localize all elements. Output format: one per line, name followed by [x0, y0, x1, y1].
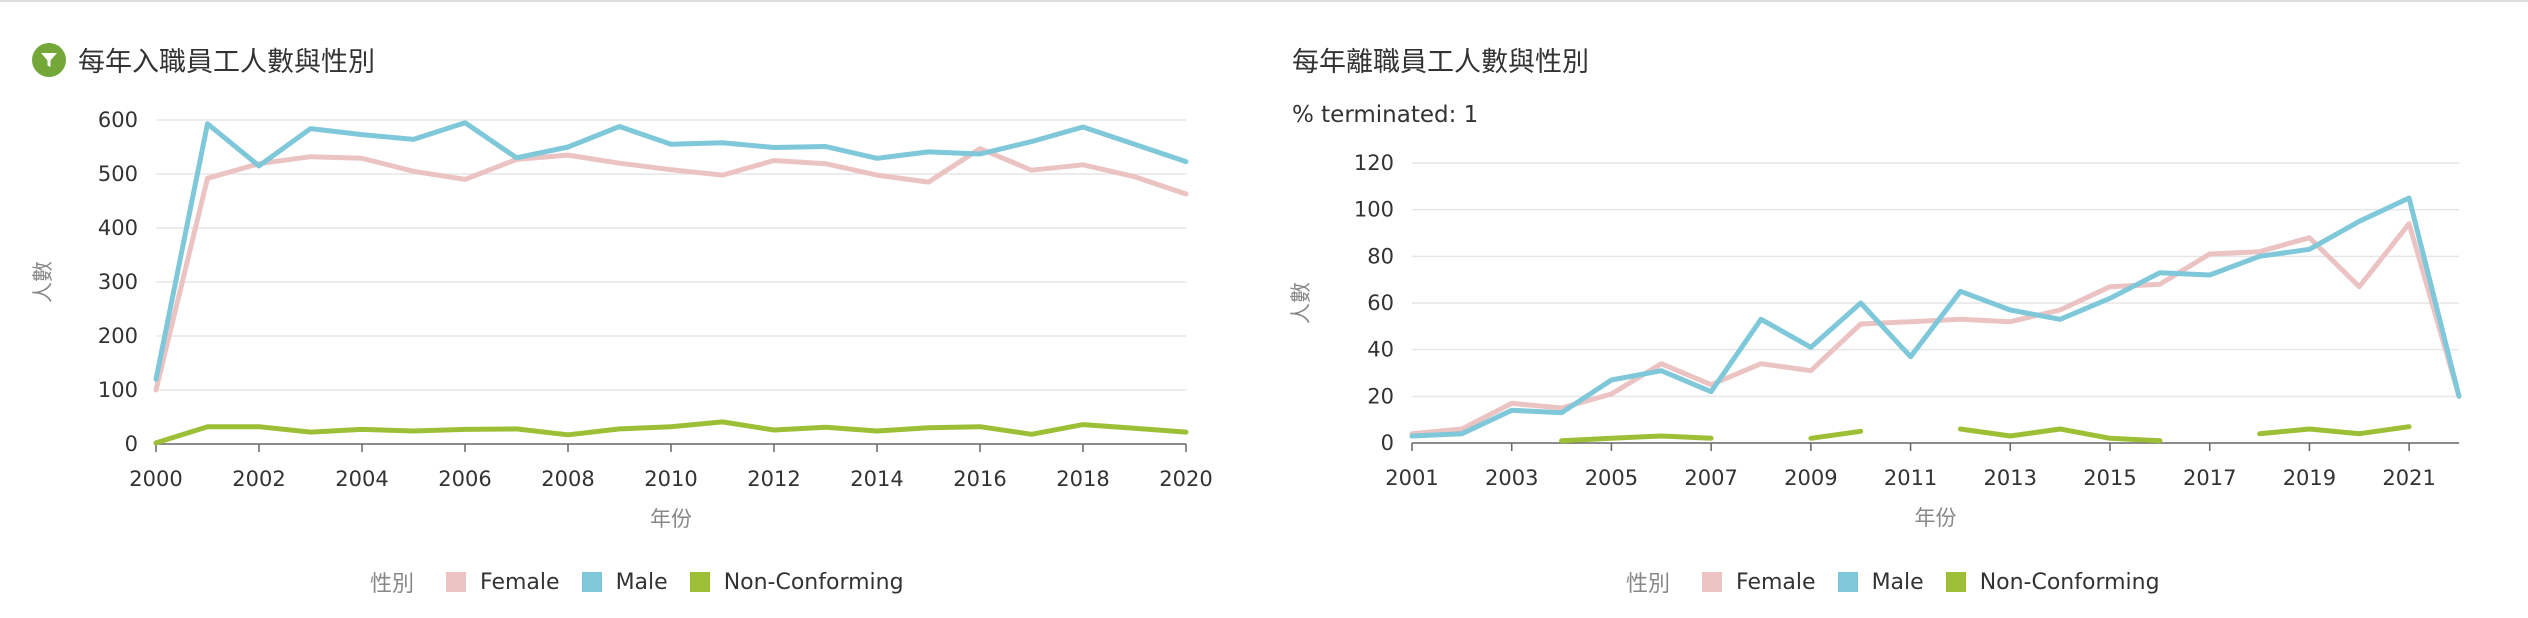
hires-x-tick-label: 2006: [438, 467, 491, 491]
terminations-line-chart: 0 20 40 60 80 100 120 2001 2003 2005 2007 2009 2011 2…: [1289, 151, 2462, 530]
legend-swatch-non-conforming: [689, 572, 710, 592]
hires-panel: 每年入職員工人數與性別 0 100 200 300 400 500 600 2000 2002 2…: [31, 40, 1213, 598]
hires-series-male-line: [153, 120, 1189, 382]
hires-title-row: 每年入職員工人數與性別: [32, 40, 375, 79]
terminations-y-tick-label: 120: [1354, 151, 1394, 175]
legend-item-male[interactable]: Male: [581, 569, 668, 595]
terminations-series-non-conforming-line: [1957, 426, 2163, 444]
filter-icon-glyph: [41, 52, 57, 67]
hires-series-non-conforming-line: [153, 419, 1189, 446]
terminations-x-tick-label: 2001: [1385, 466, 1438, 490]
terminations-x-tick-label: 2015: [2083, 466, 2136, 490]
terminations-x-tick-label: 2007: [1684, 466, 1737, 490]
hires-y-tick-label: 300: [98, 270, 138, 294]
hires-x-axis-title: 年份: [650, 507, 692, 531]
hires-x-tick-label: 2010: [644, 467, 697, 491]
legend-swatch-male: [1837, 572, 1858, 592]
terminations-y-tick-label: 100: [1354, 198, 1394, 222]
legend-item-female[interactable]: Female: [446, 570, 560, 595]
legend-swatch-female: [1702, 572, 1723, 592]
terminations-x-tick-label: 2021: [2382, 466, 2435, 490]
filter-icon[interactable]: [32, 42, 66, 77]
hires-y-tick-label: 400: [98, 216, 138, 240]
hires-x-tick-label: 2002: [232, 467, 285, 491]
hires-x-tick-label: 2012: [747, 467, 800, 491]
legend-item-female[interactable]: Female: [1702, 570, 1816, 595]
hires-x-tick-label: 2014: [850, 467, 903, 491]
terminations-y-axis-title: 人數: [1289, 282, 1313, 324]
terminations-series-non-conforming-line: [1808, 428, 1864, 441]
legend-swatch-male: [581, 572, 602, 592]
legend-item-non-conforming[interactable]: Non-Conforming: [1945, 569, 2160, 595]
legend-label-male: Male: [615, 569, 668, 595]
terminations-y-tick-label: 40: [1367, 338, 1394, 362]
terminations-x-tick-label: 2013: [1984, 466, 2037, 490]
legend-label-female: Female: [480, 569, 560, 595]
hires-y-tick-label: 500: [98, 162, 138, 186]
hires-x-tick-label: 2000: [129, 467, 182, 491]
hires-y-tick-label: 100: [98, 378, 138, 402]
terminations-y-tick-label: 60: [1367, 291, 1394, 315]
terminations-x-tick-label: 2003: [1485, 466, 1538, 490]
terminations-x-tick-label: 2011: [1884, 466, 1937, 490]
terminations-series-non-conforming-line: [2257, 424, 2412, 437]
terminations-title-row: 每年離職員工人數與性別: [1292, 40, 1589, 79]
terminations-y-tick-label: 20: [1367, 384, 1394, 408]
terminations-series-female-line: [1409, 221, 2462, 437]
legend-label-female: Female: [1736, 569, 1816, 595]
hires-y-tick-label: 200: [98, 324, 138, 348]
terminations-series-male-line: [1409, 195, 2462, 439]
hires-x-tick-label: 2016: [953, 467, 1006, 491]
hires-x-tick-label: 2018: [1056, 467, 1109, 491]
terminations-x-axis-title: 年份: [1915, 506, 1957, 530]
terminations-y-tick-label: 0: [1381, 431, 1394, 455]
legend-swatch-female: [446, 572, 467, 592]
hires-chart-title: 每年入職員工人數與性別: [78, 47, 375, 78]
legend-label-male: Male: [1871, 569, 1924, 595]
terminations-panel: 每年離職員工人數與性別 % terminated: 1 0 20 40 60 80 100…: [1264, 0, 2528, 618]
terminations-legend: 性別 Female Male Non-Conforming: [1626, 566, 2182, 598]
legend-item-male[interactable]: Male: [1837, 569, 1924, 595]
hires-x-tick-label: 2004: [335, 467, 388, 491]
hires-x-tick-label: 2020: [1159, 467, 1212, 491]
legend-swatch-non-conforming: [1945, 572, 1966, 592]
terminations-chart-title: 每年離職員工人數與性別: [1292, 47, 1589, 78]
terminations-y-tick-label: 80: [1367, 244, 1394, 268]
legend-label-non-conforming: Non-Conforming: [723, 569, 904, 595]
legend-item-non-conforming[interactable]: Non-Conforming: [689, 569, 904, 595]
hires-series-female-line: [153, 146, 1189, 393]
legend-title: 性別: [1626, 572, 1671, 597]
terminations-x-tick-label: 2005: [1585, 466, 1638, 490]
hires-x-tick-label: 2008: [541, 467, 594, 491]
terminations-x-tick-label: 2019: [2283, 466, 2336, 490]
hires-legend: 性別 Female Male Non-Conforming: [370, 566, 926, 598]
terminations-series-non-conforming-line: [1559, 433, 1714, 444]
terminations-x-tick-label: 2017: [2183, 466, 2236, 490]
legend-label-non-conforming: Non-Conforming: [1979, 569, 2160, 595]
hires-y-tick-label: 0: [125, 432, 138, 456]
hires-y-axis-title: 人數: [31, 261, 55, 303]
top-border: [0, 0, 2528, 2]
terminated-percentage: % terminated: 1: [1292, 102, 1479, 128]
hires-y-tick-label: 600: [98, 108, 138, 132]
terminations-x-tick-label: 2009: [1784, 466, 1837, 490]
legend-title: 性別: [370, 572, 415, 597]
hires-line-chart: 0 100 200 300 400 500 600 2000 2002 2004 2006 2008 2…: [31, 108, 1213, 531]
